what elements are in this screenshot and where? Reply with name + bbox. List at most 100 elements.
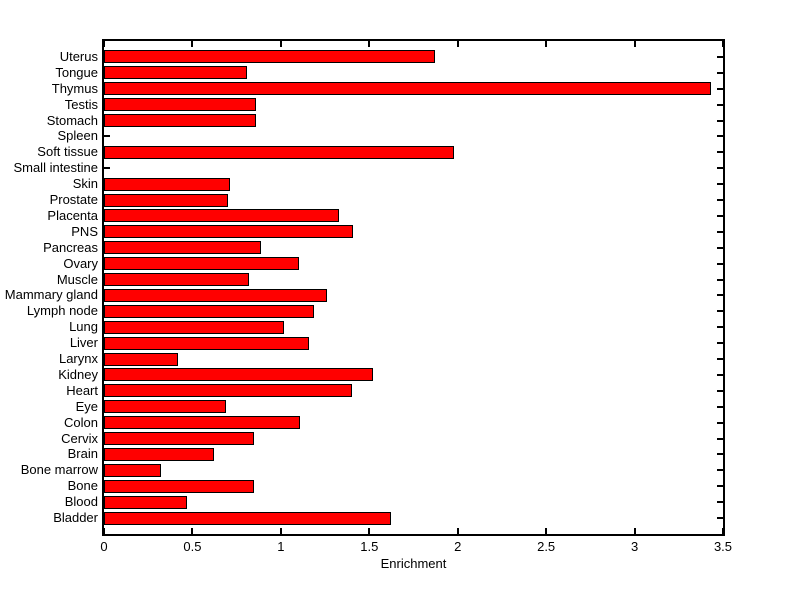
plot-area	[102, 39, 725, 536]
category-label: Brain	[67, 446, 98, 462]
x-axis-tick-top	[545, 41, 548, 47]
x-axis-tick-top	[456, 41, 459, 47]
category-label: Lymph node	[26, 303, 98, 319]
y-axis-tick-right	[717, 405, 723, 408]
x-tick-label: 3	[630, 539, 639, 554]
category-label: Larynx	[58, 351, 98, 367]
category-label: Skin	[72, 176, 98, 192]
y-axis-tick-right	[717, 373, 723, 376]
x-axis-tick-bottom	[191, 528, 194, 534]
y-axis-tick-right	[717, 453, 723, 456]
y-axis-tick-right	[717, 294, 723, 297]
bar	[104, 432, 255, 446]
category-label: Bone	[67, 478, 98, 494]
bar	[104, 114, 257, 128]
category-label: Colon	[64, 414, 98, 430]
y-axis-tick-right	[717, 421, 723, 424]
bar	[104, 400, 227, 414]
category-label: Soft tissue	[37, 144, 98, 160]
x-axis-tick-bottom	[103, 528, 105, 534]
category-label: Bladder	[53, 510, 98, 526]
y-axis-tick-right	[717, 119, 723, 122]
bar	[104, 352, 179, 366]
x-axis-tick-top	[633, 41, 636, 47]
x-axis-tick-top	[279, 41, 282, 47]
x-axis-tick-bottom	[456, 528, 459, 534]
x-axis-tick-top	[103, 41, 105, 47]
y-axis-tick-right	[717, 103, 723, 106]
bar	[104, 241, 262, 255]
x-axis-title: Enrichment	[380, 556, 447, 571]
y-axis-tick-right	[717, 246, 723, 249]
bar	[104, 177, 230, 191]
y-axis-tick-right	[717, 167, 723, 170]
bar	[104, 273, 250, 287]
category-label: Thymus	[51, 80, 98, 96]
category-label: Tongue	[55, 64, 98, 80]
bar	[104, 479, 255, 493]
category-label: Spleen	[57, 128, 98, 144]
bar	[104, 336, 310, 350]
category-label: Testis	[64, 96, 98, 112]
y-axis-tick-right	[717, 278, 723, 281]
bar	[104, 209, 340, 223]
category-label: Muscle	[56, 271, 98, 287]
bar	[104, 511, 391, 525]
category-label: Prostate	[49, 192, 98, 208]
y-axis-tick-right	[717, 342, 723, 345]
y-axis-tick-left	[104, 167, 110, 170]
y-axis-tick-right	[717, 230, 723, 233]
category-label: Pancreas	[43, 239, 98, 255]
bar	[104, 384, 352, 398]
x-tick-label: 1.5	[360, 539, 379, 554]
category-label: Eye	[75, 398, 98, 414]
x-tick-label: 2.5	[537, 539, 556, 554]
category-label: Stomach	[46, 112, 98, 128]
x-tick-label: 2	[454, 539, 462, 554]
bar	[104, 193, 228, 207]
category-label: Ovary	[63, 255, 98, 271]
bar	[104, 145, 455, 159]
bar	[104, 416, 301, 430]
bar	[104, 66, 248, 80]
category-label: Bone marrow	[20, 462, 98, 478]
category-label: Heart	[66, 382, 98, 398]
category-label: Liver	[69, 335, 98, 351]
y-axis-tick-right	[717, 485, 723, 488]
y-axis-tick-right	[717, 389, 723, 392]
bar	[104, 463, 161, 477]
y-axis-tick-right	[717, 469, 723, 472]
y-axis-tick-right	[717, 87, 723, 90]
y-axis-tick-right	[717, 262, 723, 265]
y-axis-tick-right	[717, 55, 723, 58]
y-axis-tick-right	[717, 326, 723, 329]
x-axis-tick-bottom	[722, 528, 724, 534]
y-axis-tick-right	[717, 358, 723, 361]
x-tick-label: 1	[277, 539, 285, 554]
bar	[104, 288, 327, 302]
x-axis-tick-top	[722, 41, 724, 47]
category-label: Lung	[69, 319, 98, 335]
y-axis-tick-right	[717, 71, 723, 74]
category-label: Kidney	[58, 366, 98, 382]
category-label: Mammary gland	[4, 287, 98, 303]
y-axis-tick-right	[717, 517, 723, 520]
category-label: Small intestine	[13, 160, 98, 176]
bar	[104, 82, 711, 96]
y-axis-tick-right	[717, 199, 723, 202]
y-axis-tick-right	[717, 214, 723, 217]
bar	[104, 368, 373, 382]
y-axis-tick-right	[717, 151, 723, 154]
x-tick-label: 0	[100, 539, 108, 554]
y-axis-tick-right	[717, 183, 723, 186]
category-label: Blood	[64, 494, 98, 510]
x-tick-label: 0.5	[183, 539, 202, 554]
bar	[104, 257, 299, 271]
x-axis-tick-top	[368, 41, 371, 47]
bar	[104, 50, 435, 64]
bar	[104, 320, 285, 334]
x-axis-tick-bottom	[368, 528, 371, 534]
bar	[104, 98, 257, 112]
y-axis-tick-right	[717, 135, 723, 138]
